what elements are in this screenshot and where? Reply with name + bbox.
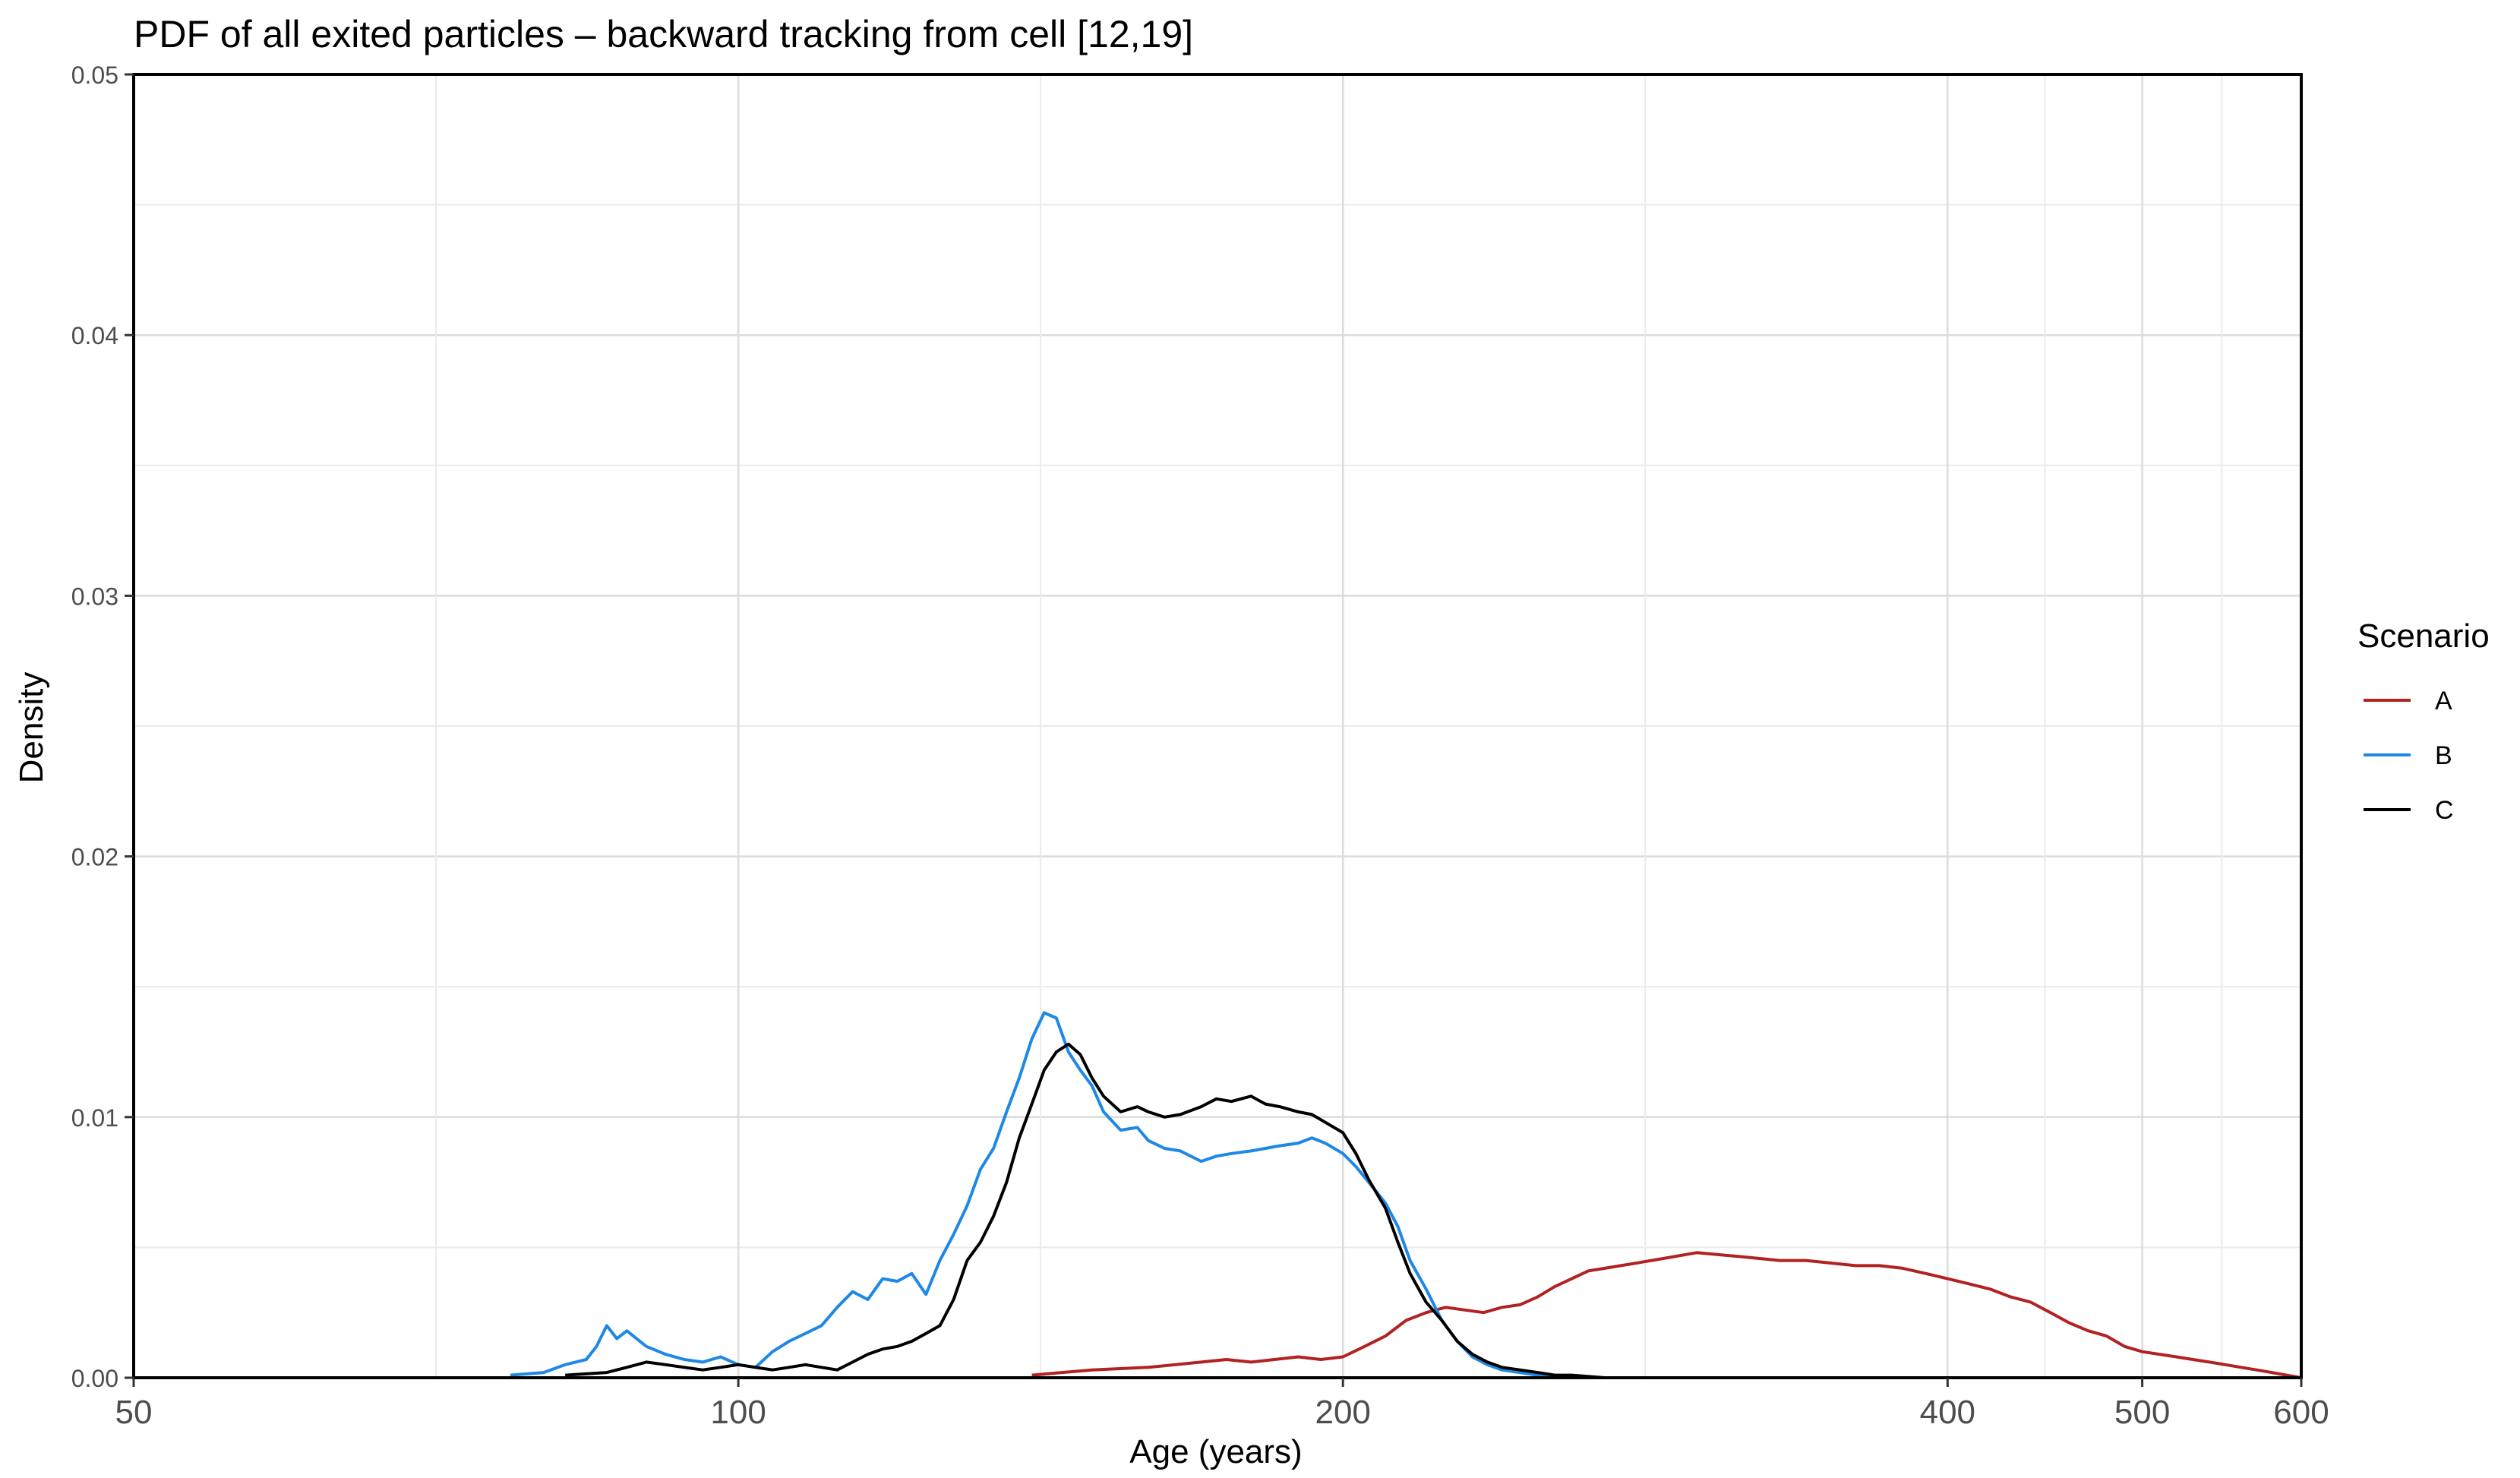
y-tick-label: 0.00 [71,1365,118,1392]
y-tick-label: 0.03 [71,583,118,610]
x-tick-label: 600 [2273,1394,2329,1431]
x-axis-label: Age (years) [1129,1433,1302,1470]
plot-frame [132,73,2303,1379]
series-layer [510,1011,2302,1379]
legend-title: Scenario [2357,617,2490,655]
legend-label-c: C [2435,796,2454,825]
x-tick-label: 500 [2114,1394,2170,1431]
x-tick-label: 50 [115,1394,153,1431]
x-axis: 50 100 200 400 500 600 [115,1378,2329,1431]
y-tick-label: 0.01 [71,1104,118,1132]
x-tick-label: 400 [1920,1394,1975,1431]
y-tick-label: 0.05 [71,62,118,89]
x-tick-label: 200 [1315,1394,1370,1431]
series-line-a [1031,1251,2302,1379]
y-tick-label: 0.04 [71,322,118,349]
series-line-c [565,1042,1667,1379]
y-tick-label: 0.02 [71,844,118,871]
series-line-b [510,1011,1605,1379]
legend-items: ABC [2364,687,2454,825]
x-tick-label: 100 [710,1394,766,1431]
y-axis-label: Density [13,672,50,784]
legend: Scenario ABC [2357,617,2490,825]
legend-label-b: B [2435,741,2452,770]
chart-title: PDF of all exited particles – backward t… [134,13,1193,55]
y-axis: 0.00 0.01 0.02 0.03 0.04 0.05 [71,62,134,1392]
legend-label-a: A [2435,687,2452,715]
